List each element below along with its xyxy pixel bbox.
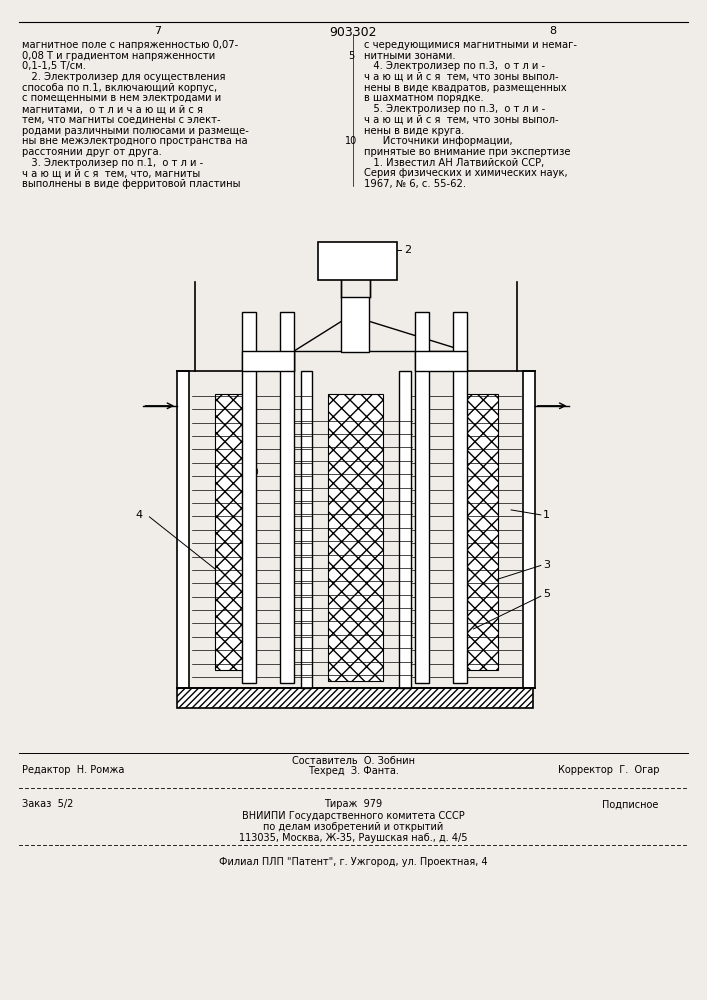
Text: нены в виде круга.: нены в виде круга. (364, 126, 464, 136)
Bar (177, 371, 189, 688)
Text: 4: 4 (136, 510, 143, 520)
Text: Редактор  Н. Ромжа: Редактор Н. Ромжа (22, 765, 124, 775)
Text: выполнены в виде ферритовой пластины: выполнены в виде ферритовой пластины (22, 179, 240, 189)
Bar (243, 312, 256, 683)
Text: 1: 1 (543, 510, 550, 520)
Text: ч а ю щ и й с я  тем, что зоны выпол-: ч а ю щ и й с я тем, что зоны выпол- (364, 115, 559, 125)
Text: магнитами,  о т л и ч а ю щ и й с я: магнитами, о т л и ч а ю щ и й с я (22, 104, 203, 114)
Text: 3: 3 (543, 560, 550, 570)
Text: нитными зонами.: нитными зонами. (364, 51, 455, 61)
Text: способа по п.1, включающий корпус,: способа по п.1, включающий корпус, (22, 83, 217, 93)
Bar (341, 297, 369, 352)
Text: родами различными полюсами и размеще-: родами различными полюсами и размеще- (22, 126, 249, 136)
Text: магнитное поле с напряженностью 0,07-: магнитное поле с напряженностью 0,07- (22, 40, 238, 50)
Text: 1967, № 6, с. 55-62.: 1967, № 6, с. 55-62. (364, 179, 466, 189)
Bar (452, 312, 467, 683)
Text: Тираж  979: Тираж 979 (324, 799, 382, 809)
Text: 2: 2 (404, 245, 411, 255)
Text: Подписное: Подписное (602, 799, 658, 809)
Text: принятые во внимание при экспертизе: принятые во внимание при экспертизе (364, 147, 571, 157)
Text: тем, что магниты соединены с элект-: тем, что магниты соединены с элект- (22, 115, 221, 125)
Bar (457, 394, 498, 670)
Text: 0: 0 (252, 468, 258, 477)
Bar (415, 312, 429, 683)
Bar (399, 371, 411, 688)
Text: 5. Электролизер по п.3,  о т л и -: 5. Электролизер по п.3, о т л и - (364, 104, 545, 114)
Text: 5: 5 (543, 589, 550, 599)
Bar (177, 688, 533, 708)
Text: 0,08 Т и градиентом напряженности: 0,08 Т и градиентом напряженности (22, 51, 215, 61)
Text: нены в виде квадратов, размещенных: нены в виде квадратов, размещенных (364, 83, 566, 93)
Text: Филиал ПЛП "Патент", г. Ужгород, ул. Проектная, 4: Филиал ПЛП "Патент", г. Ужгород, ул. Про… (218, 857, 487, 867)
Text: 2. Электролизер для осуществления: 2. Электролизер для осуществления (22, 72, 226, 82)
Text: Техред  З. Фанта.: Техред З. Фанта. (308, 766, 399, 776)
Text: 5: 5 (348, 51, 354, 61)
Bar (300, 371, 312, 688)
Text: 4. Электролизер по п.3,  о т л и -: 4. Электролизер по п.3, о т л и - (364, 61, 545, 71)
Text: по делам изобретений и открытий: по делам изобретений и открытий (263, 822, 443, 832)
Text: Серия физических и химических наук,: Серия физических и химических наук, (364, 168, 568, 178)
Text: Источники информации,: Источники информации, (364, 136, 513, 146)
Text: 0,1-1,5 Т/см.: 0,1-1,5 Т/см. (22, 61, 86, 71)
Text: 903302: 903302 (329, 26, 377, 39)
Text: 1. Известил АН Латвийской ССР,: 1. Известил АН Латвийской ССР, (364, 158, 544, 168)
Text: 7: 7 (154, 26, 161, 36)
Bar (523, 371, 534, 688)
Text: Заказ  5/2: Заказ 5/2 (22, 799, 74, 809)
Text: в шахматном порядке.: в шахматном порядке. (364, 93, 484, 103)
Text: 3. Электролизер по п.1,  о т л и -: 3. Электролизер по п.1, о т л и - (22, 158, 203, 168)
Bar (243, 351, 293, 371)
Text: расстоянии друг от друга.: расстоянии друг от друга. (22, 147, 162, 157)
Text: Корректор  Г.  Огар: Корректор Г. Огар (558, 765, 659, 775)
Text: с чередующимися магнитными и немаг-: с чередующимися магнитными и немаг- (364, 40, 577, 50)
Text: 10: 10 (345, 136, 357, 146)
Text: с помещенными в нем электродами и: с помещенными в нем электродами и (22, 93, 221, 103)
Text: ны вне межэлектродного пространства на: ны вне межэлектродного пространства на (22, 136, 247, 146)
Text: ч а ю щ и й с я  тем, что зоны выпол-: ч а ю щ и й с я тем, что зоны выпол- (364, 72, 559, 82)
Text: Составитель  О. Зобнин: Составитель О. Зобнин (291, 756, 414, 766)
Text: ВНИИПИ Государственного комитета СССР: ВНИИПИ Государственного комитета СССР (242, 811, 464, 821)
Text: 8: 8 (549, 26, 556, 36)
Bar (215, 394, 256, 670)
Text: 113035, Москва, Ж-35, Раушская наб., д. 4/5: 113035, Москва, Ж-35, Раушская наб., д. … (239, 833, 467, 843)
Text: ч а ю щ и й с я  тем, что, магниты: ч а ю щ и й с я тем, что, магниты (22, 168, 200, 178)
Bar (318, 242, 397, 280)
Bar (280, 312, 293, 683)
Bar (328, 394, 382, 681)
Bar (415, 351, 467, 371)
